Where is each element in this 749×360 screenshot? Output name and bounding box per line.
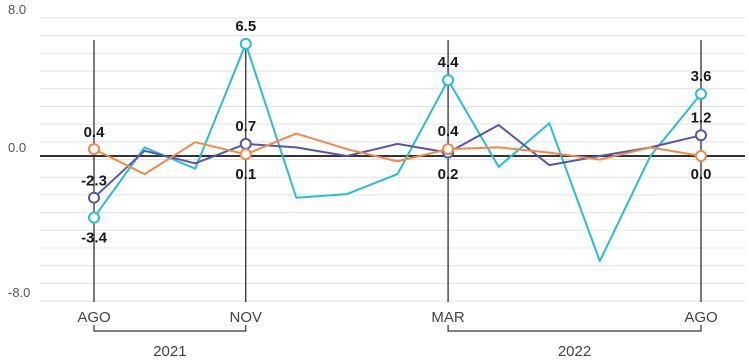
data-label: 0.7 xyxy=(235,118,256,135)
data-label: 1.2 xyxy=(691,109,712,126)
year-bracket xyxy=(93,325,247,332)
x-tick-label: AGO xyxy=(684,309,717,326)
y-tick-label: 8.0 xyxy=(8,2,26,17)
y-tick-label: -8.0 xyxy=(8,285,30,300)
data-label: 0.4 xyxy=(84,124,106,141)
data-point-marker xyxy=(239,148,252,161)
data-point-marker xyxy=(239,37,252,50)
data-point-marker xyxy=(88,191,100,204)
data-point-marker xyxy=(88,143,100,156)
data-point-marker xyxy=(442,74,455,87)
year-label: 2022 xyxy=(558,343,591,360)
data-labels: 0.4 -2.3 -3.4 6.5 0.7 0.1 4.4 0.4 0.2 3.6 1.2 0.0 xyxy=(81,18,711,247)
data-label: 0.0 xyxy=(691,166,712,183)
x-tick-label: AGO xyxy=(77,309,110,326)
series-markers xyxy=(88,37,707,224)
data-label: 4.4 xyxy=(438,54,460,71)
data-label: 3.6 xyxy=(691,68,712,85)
grid xyxy=(40,17,745,302)
year-label: 2021 xyxy=(153,343,186,360)
data-point-marker xyxy=(88,211,100,224)
series-line xyxy=(93,132,702,176)
data-point-marker xyxy=(239,137,252,150)
series-line xyxy=(93,42,702,263)
year-bracket xyxy=(447,325,702,332)
data-point-marker xyxy=(695,150,707,162)
data-label: 0.2 xyxy=(438,166,459,183)
data-label: 0.4 xyxy=(438,123,460,140)
series-line xyxy=(93,124,702,199)
data-label: 0.1 xyxy=(235,166,256,183)
data-point-marker xyxy=(442,143,455,156)
y-tick-label: 0.0 xyxy=(8,140,26,155)
data-point-marker xyxy=(695,129,707,142)
data-label: 6.5 xyxy=(235,18,256,35)
marker-lines xyxy=(93,40,702,302)
data-label: -2.3 xyxy=(81,173,107,190)
data-point-marker xyxy=(695,87,707,100)
axes: 8.0 0.0 -8.0 AGO NOV MAR AGO 2021 2022 xyxy=(8,2,745,360)
x-tick-label: NOV xyxy=(229,309,262,326)
data-label: -3.4 xyxy=(81,230,108,247)
series-lines xyxy=(93,42,702,263)
x-tick-label: MAR xyxy=(431,309,465,326)
